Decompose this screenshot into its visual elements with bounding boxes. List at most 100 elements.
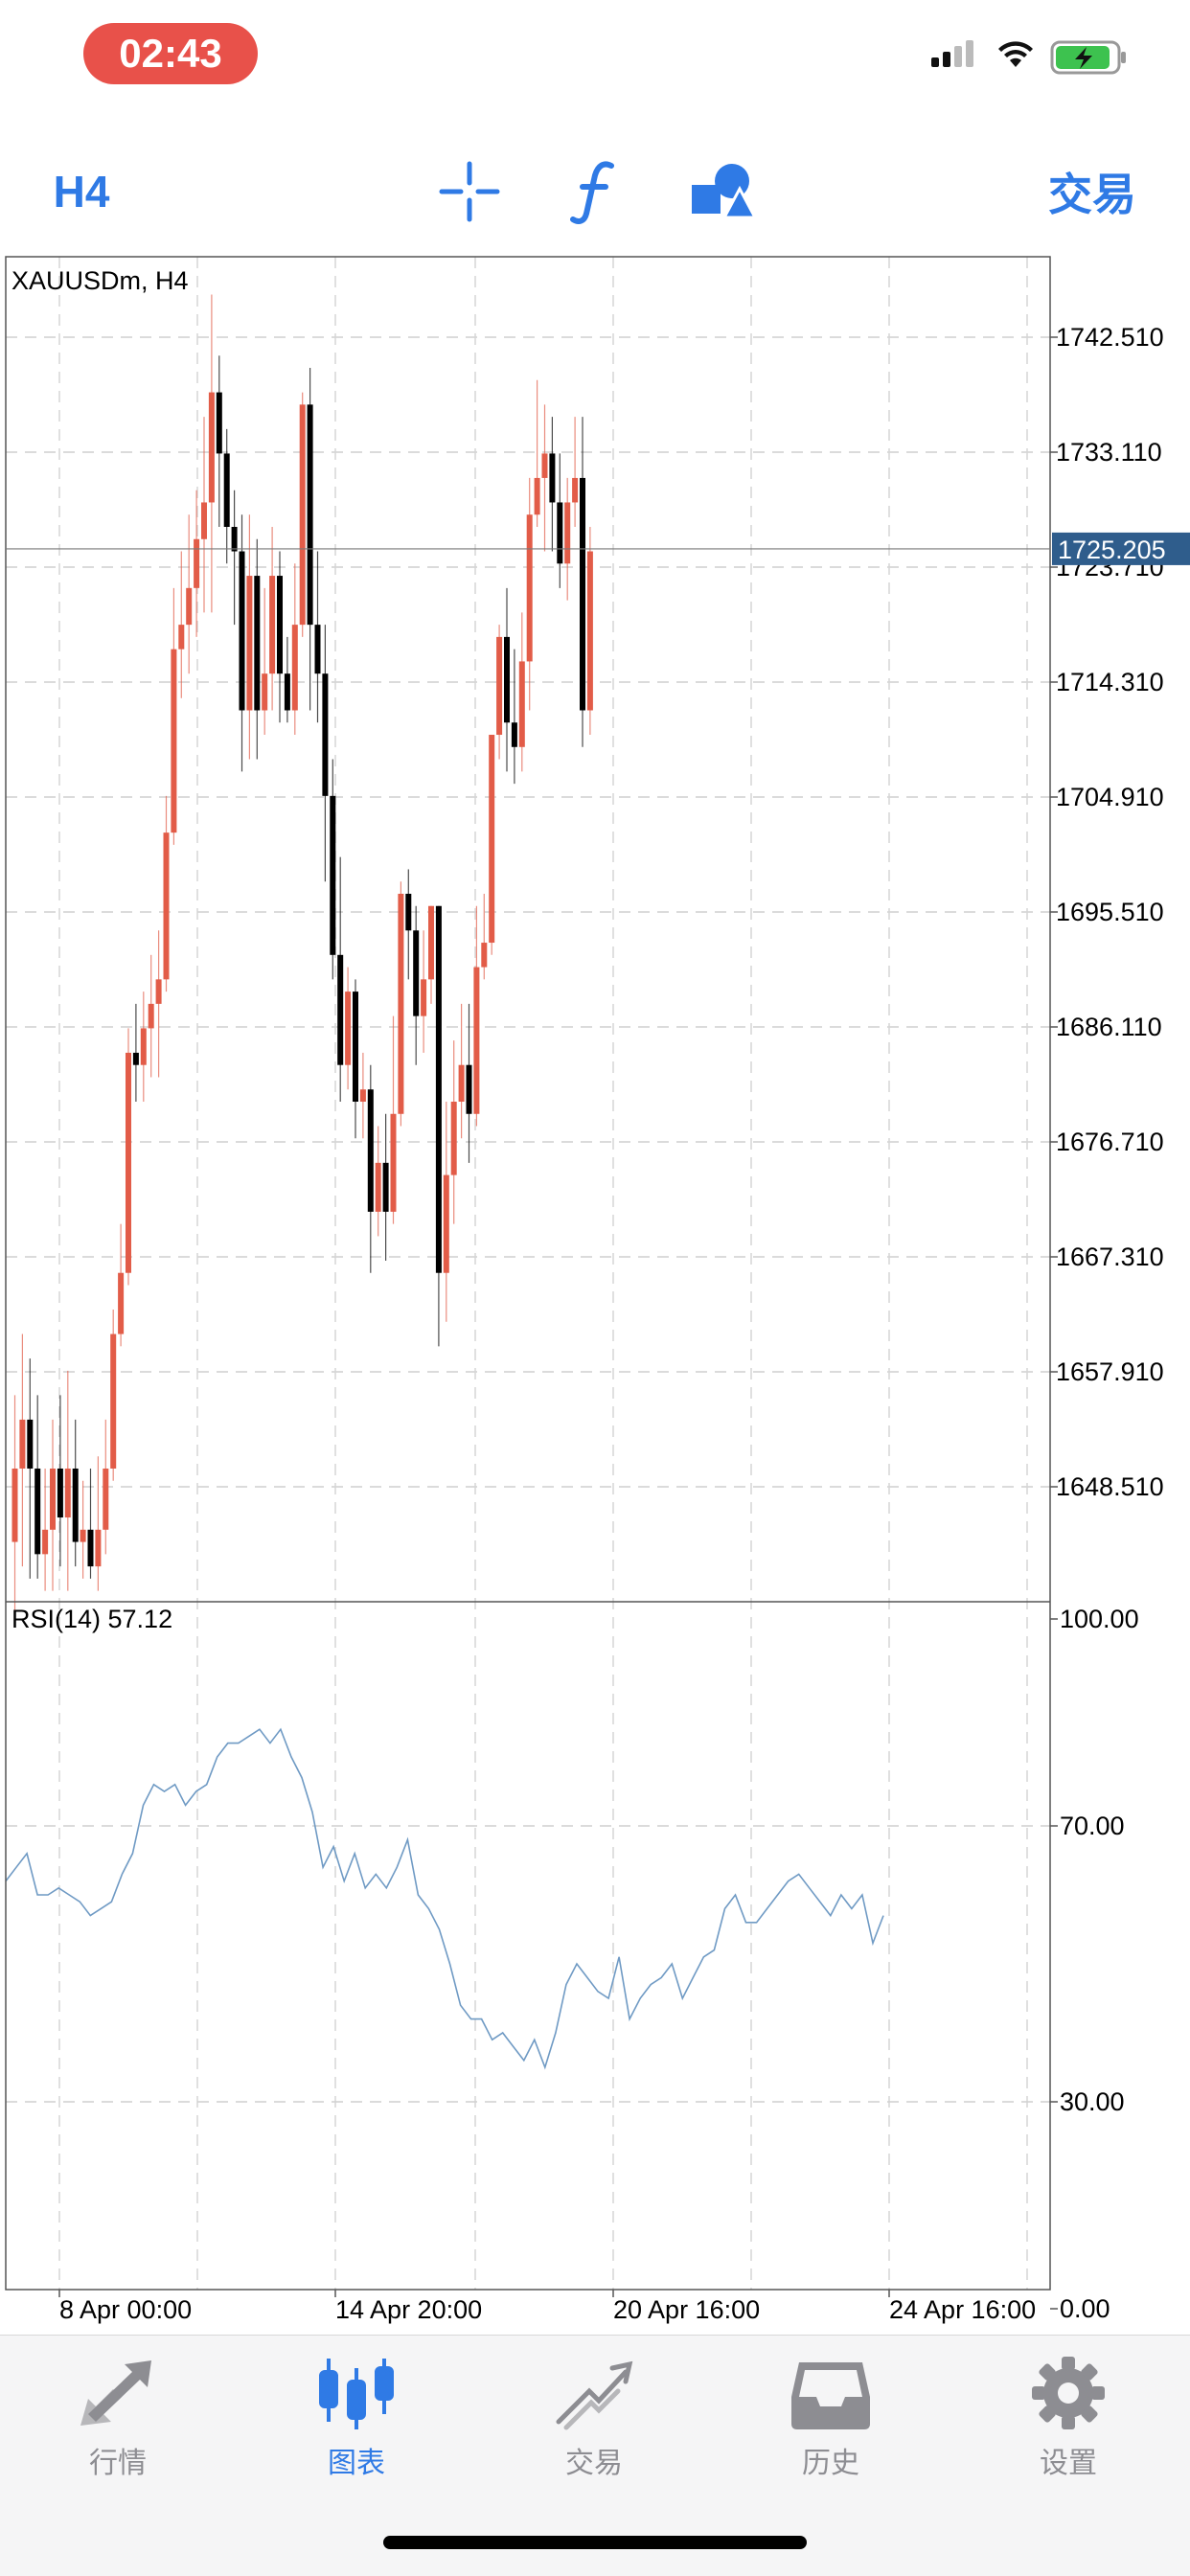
- candle-body: [330, 795, 336, 955]
- candle-body: [564, 502, 571, 564]
- candle-body: [11, 1468, 18, 1542]
- candle-body: [526, 514, 533, 662]
- candle-body: [126, 1052, 131, 1273]
- candle-body: [428, 905, 434, 980]
- price-tick-label: 1686.110: [1056, 1013, 1162, 1041]
- candle-body: [586, 551, 593, 711]
- tab-label: 历史: [802, 2448, 859, 2479]
- price-tick-label: 1648.510: [1056, 1472, 1164, 1501]
- status-bar: 02:43: [0, 0, 1190, 115]
- tab-label: 交易: [565, 2448, 623, 2479]
- candle-body: [518, 661, 525, 747]
- candle-body: [118, 1272, 125, 1334]
- candle-body: [382, 1162, 389, 1212]
- rsi-series-line: [5, 1727, 884, 2070]
- current-price-label: 1725.205: [1058, 536, 1166, 564]
- candle-body: [541, 453, 548, 478]
- candle-body: [421, 979, 427, 1016]
- candle-body: [353, 992, 358, 1102]
- candle-body: [148, 1003, 154, 1029]
- trade-trend-icon: [556, 2360, 633, 2430]
- candle-body: [216, 392, 222, 454]
- tab-label: 图表: [328, 2448, 385, 2479]
- candle-body: [277, 576, 283, 674]
- rsi-tick-label: 70.00: [1060, 1812, 1125, 1840]
- candle-body: [34, 1468, 41, 1555]
- tab-history[interactable]: 历史: [754, 2355, 907, 2498]
- candle-body: [50, 1468, 56, 1530]
- candle-body: [72, 1468, 79, 1542]
- candle-body: [284, 673, 290, 711]
- rsi-tick-label: 30.00: [1060, 2087, 1125, 2116]
- candle-body: [223, 453, 230, 527]
- rsi-label: RSI(14) 57.12: [11, 1605, 172, 1633]
- status-time: 02:43: [83, 23, 258, 84]
- candle-body: [171, 649, 177, 833]
- candle-body: [132, 1052, 139, 1065]
- chart-toolbar: H4 交易: [0, 144, 1190, 249]
- candle-body: [489, 735, 495, 944]
- tab-trade[interactable]: 交易: [517, 2355, 671, 2498]
- candle-body: [80, 1529, 86, 1542]
- candle-body: [231, 527, 238, 552]
- candle-body: [95, 1529, 102, 1567]
- battery-charging-icon: [1050, 40, 1126, 75]
- candle-body: [87, 1529, 94, 1567]
- candle-body: [337, 954, 344, 1065]
- price-tick-label: 1676.710: [1056, 1128, 1164, 1156]
- rsi-tick-label: 100.00: [1060, 1605, 1139, 1633]
- time-tick-label: 14 Apr 20:00: [335, 2295, 482, 2324]
- time-tick-label: 8 Apr 00:00: [59, 2295, 192, 2324]
- objects-icon: [692, 164, 757, 219]
- time-tick-label: 24 Apr 16:00: [889, 2295, 1036, 2324]
- candle-body: [572, 477, 579, 503]
- candle-body: [466, 1064, 472, 1114]
- trade-button[interactable]: 交易: [1048, 170, 1136, 219]
- candle-body: [262, 673, 268, 711]
- candlesticks: [11, 294, 593, 1616]
- candlestick-chart-icon: [319, 2359, 394, 2429]
- candle-body: [307, 404, 313, 626]
- tab-chart[interactable]: 图表: [280, 2355, 433, 2498]
- candle-body: [435, 905, 442, 1273]
- candle-body: [458, 1064, 465, 1102]
- candle-body: [511, 722, 517, 747]
- objects-button[interactable]: [680, 144, 767, 239]
- candle-body: [580, 477, 585, 711]
- candle-body: [549, 453, 556, 503]
- candle-body: [110, 1334, 117, 1469]
- candle-body: [375, 1162, 381, 1212]
- candle-body: [42, 1529, 49, 1555]
- price-tick-label: 1714.310: [1056, 668, 1164, 696]
- chart-axes: 1742.5101733.1101723.7101714.3101704.910…: [5, 256, 1190, 2324]
- candle-body: [443, 1174, 449, 1273]
- indicators-button[interactable]: [556, 144, 632, 239]
- candle-body: [140, 1028, 147, 1065]
- symbol-label: XAUUSDm, H4: [11, 266, 189, 295]
- gear-icon: [1032, 2357, 1105, 2429]
- candle-body: [163, 832, 170, 980]
- candle-body: [208, 392, 215, 503]
- candle-body: [201, 502, 207, 539]
- candle-body: [178, 625, 185, 650]
- time-tick-label: 20 Apr 16:00: [613, 2295, 760, 2324]
- candle-body: [239, 551, 245, 711]
- timeframe-button[interactable]: H4: [53, 167, 110, 217]
- price-chart[interactable]: 1742.5101733.1101723.7101714.3101704.910…: [0, 251, 1190, 2335]
- candle-body: [473, 967, 480, 1114]
- crosshair-button[interactable]: [431, 144, 508, 239]
- candle-body: [359, 1089, 366, 1102]
- price-tick-label: 1733.110: [1056, 438, 1162, 467]
- candle-body: [322, 673, 329, 796]
- chart-grid: [6, 257, 1050, 2290]
- candle-body: [314, 625, 321, 674]
- price-tick-label: 1667.310: [1056, 1242, 1164, 1271]
- tab-label: 行情: [89, 2448, 147, 2479]
- candle-body: [246, 576, 253, 711]
- indicators-icon: [570, 161, 614, 224]
- tab-settings[interactable]: 设置: [992, 2355, 1145, 2498]
- tab-quotes[interactable]: 行情: [41, 2355, 195, 2498]
- candle-body: [269, 576, 276, 674]
- candle-body: [496, 636, 503, 736]
- candle-body: [504, 636, 510, 723]
